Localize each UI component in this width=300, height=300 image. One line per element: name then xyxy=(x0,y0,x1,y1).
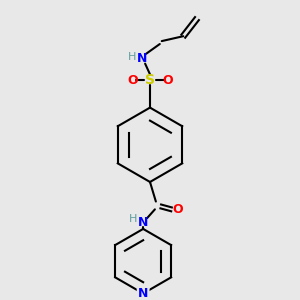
Text: H: H xyxy=(129,214,138,224)
Text: S: S xyxy=(145,73,155,87)
Text: O: O xyxy=(162,74,173,87)
Text: O: O xyxy=(127,74,138,87)
Text: H: H xyxy=(128,52,136,62)
Text: O: O xyxy=(172,203,183,216)
Text: N: N xyxy=(138,287,148,300)
Text: N: N xyxy=(138,216,148,229)
Text: N: N xyxy=(137,52,147,65)
